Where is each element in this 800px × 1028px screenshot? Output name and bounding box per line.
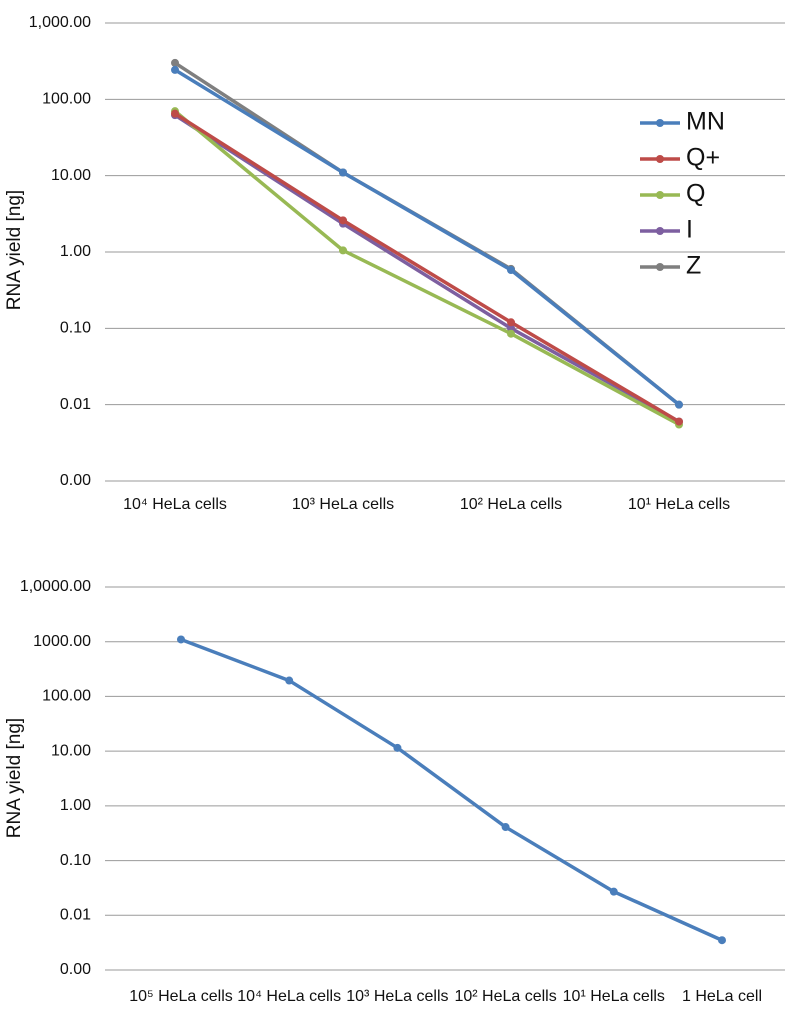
legend-marker xyxy=(656,119,664,127)
point xyxy=(507,329,515,338)
y-tick-label: 10.00 xyxy=(51,742,91,759)
point xyxy=(171,65,179,74)
y-tick-label: 0.00 xyxy=(60,472,91,489)
point xyxy=(609,887,618,896)
y-tick-label: 100.00 xyxy=(42,688,91,705)
y-tick-label: 0.10 xyxy=(60,320,91,337)
y-tick-label: 1,0000.00 xyxy=(20,578,91,595)
legend-marker xyxy=(656,155,664,163)
x-tick-label: 10¹ HeLa cells xyxy=(563,988,665,1005)
point xyxy=(339,216,347,225)
legend-marker xyxy=(656,263,664,271)
legend-label: Q+ xyxy=(686,144,720,172)
y-axis-label: RNA yield [ng] xyxy=(4,718,25,838)
point xyxy=(507,266,515,275)
legend-label: Q xyxy=(686,180,705,208)
x-tick-label: 10⁴ HeLa cells xyxy=(237,988,341,1005)
y-tick-label: 0.00 xyxy=(60,961,91,978)
y-tick-label: 1.00 xyxy=(60,243,91,260)
series-line xyxy=(174,113,680,424)
series-line xyxy=(180,637,723,942)
point xyxy=(171,109,179,118)
point xyxy=(501,823,510,832)
point xyxy=(507,318,515,327)
y-tick-label: 10.00 xyxy=(51,167,91,184)
x-tick-label: 10³ HeLa cells xyxy=(346,988,448,1005)
point xyxy=(171,58,179,67)
legend-label: Z xyxy=(686,252,701,280)
y-axis-label: RNA yield [ng] xyxy=(4,190,25,310)
series-line xyxy=(174,68,681,407)
y-tick-label: 0.10 xyxy=(60,852,91,869)
series-line xyxy=(173,109,680,427)
point xyxy=(393,743,402,752)
y-tick-label: 0.01 xyxy=(60,396,91,413)
x-tick-label: 10⁴ HeLa cells xyxy=(123,496,227,513)
legend-label: I xyxy=(686,216,693,244)
point xyxy=(675,417,683,426)
y-tick-label: 1.00 xyxy=(60,797,91,814)
series-line xyxy=(174,112,680,424)
y-tick-label: 1,000.00 xyxy=(29,14,91,31)
legend-marker xyxy=(656,227,664,235)
chart: 0.00 0.01 0.10 1.00 10.00 100.00 1,000.00 RNA y… xyxy=(4,14,785,513)
x-tick-label: 10² HeLa cells xyxy=(454,988,556,1005)
point xyxy=(675,400,683,409)
x-tick-label: 10⁵ HeLa cells xyxy=(129,988,233,1005)
point xyxy=(285,676,294,685)
x-tick-label: 10³ HeLa cells xyxy=(292,496,394,513)
x-tick-label: 1 HeLa cell xyxy=(682,988,762,1005)
point xyxy=(718,936,726,945)
y-tick-label: 100.00 xyxy=(42,91,91,108)
y-tick-label: 1000.00 xyxy=(33,633,91,650)
point xyxy=(339,246,347,255)
legend-label: MN xyxy=(686,108,725,136)
legend-marker xyxy=(656,191,664,199)
point xyxy=(339,168,347,177)
y-tick-label: 0.01 xyxy=(60,907,91,924)
chart: 0.00 0.01 0.10 1.00 10.00 100.00 1000.00 1,0000… xyxy=(4,578,785,1005)
x-tick-label: 10¹ HeLa cells xyxy=(628,496,730,513)
x-tick-label: 10² HeLa cells xyxy=(460,496,562,513)
point xyxy=(177,635,185,644)
